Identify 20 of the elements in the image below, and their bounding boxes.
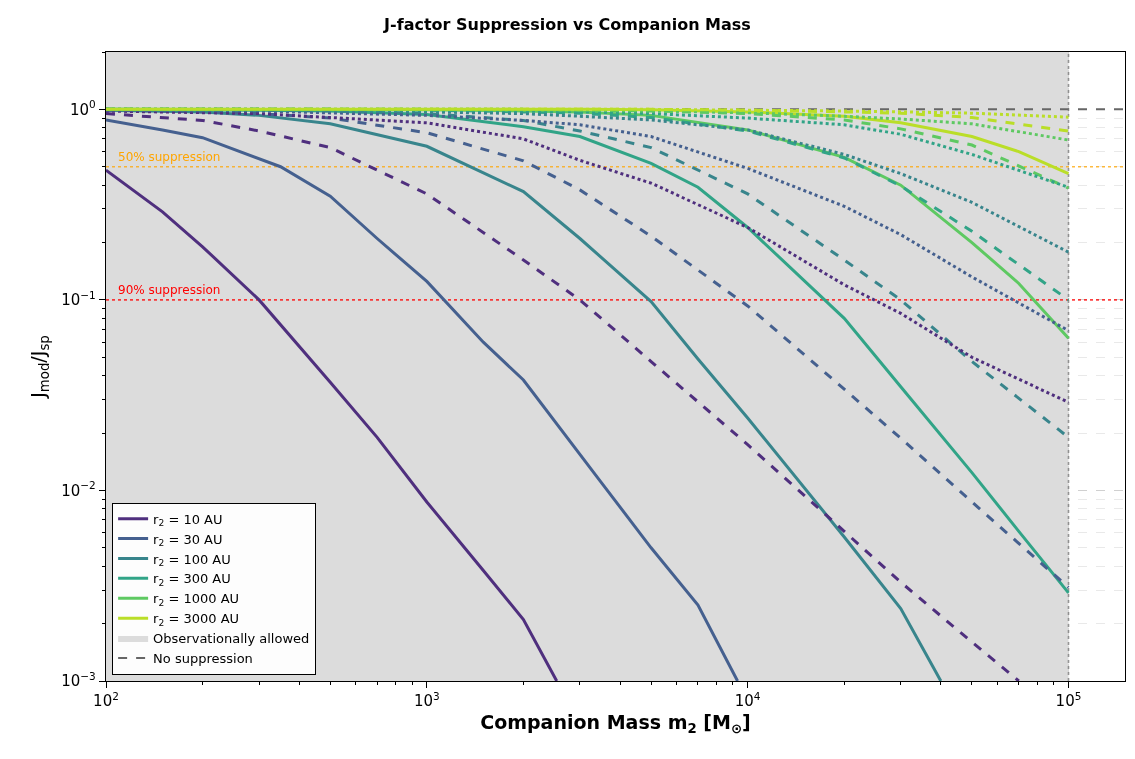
y-tick-label: 10$^{0}$ [70, 98, 96, 119]
band-label: Observationally allowed [153, 631, 310, 647]
legend-label: No suppression [153, 651, 253, 667]
legend-label: r$_{2}$ = 300 AU [153, 571, 231, 589]
x-tick-label: 10$^{3}$ [413, 689, 440, 711]
legend-label: r$_{2}$ = 100 AU [153, 551, 231, 569]
ref-line-label: 90% suppression [118, 283, 221, 297]
x-tick-label: 10$^{5}$ [1055, 689, 1082, 711]
chart-title: J-factor Suppression vs Companion Mass [383, 15, 751, 35]
legend-label: r$_{2}$ = 3000 AU [153, 611, 240, 628]
y-tick-label: 10$^{−2}$ [61, 479, 96, 500]
ref-line-label: 50% suppression [118, 150, 221, 164]
y-tick-label: 10$^{−1}$ [61, 288, 96, 310]
y-tick-label: 10$^{−3}$ [61, 669, 96, 691]
x-axis-title: Companion Mass m$_{2}$ [M$_{⊙}$] [480, 710, 751, 736]
x-tick-label: 10$^{4}$ [734, 689, 761, 711]
legend-label: r$_{2}$ = 30 AU [153, 531, 223, 549]
legend-label: r$_{2}$ = 1000 AU [153, 591, 240, 609]
x-tick-label: 10$^{2}$ [93, 689, 119, 711]
legend-label: r$_{2}$ = 10 AU [153, 511, 223, 529]
